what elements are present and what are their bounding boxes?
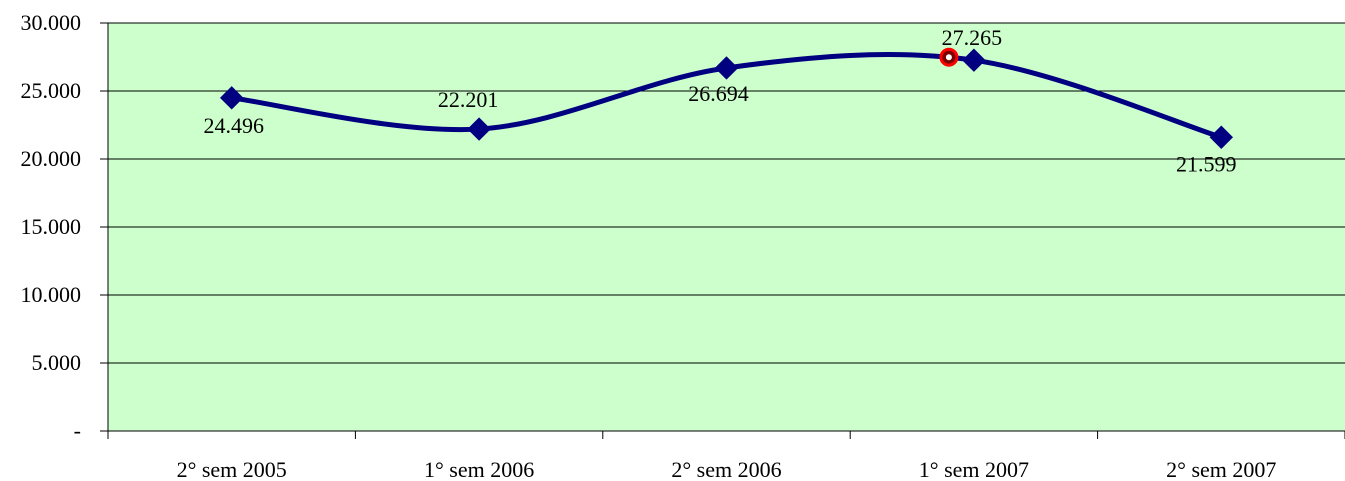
- y-tick-label-0: -: [74, 418, 81, 443]
- axes: [100, 22, 1345, 439]
- data-labels: 24.496 22.201 26.694 27.265 21.599: [203, 25, 1236, 176]
- x-tick-label-0: 2° sem 2005: [177, 457, 287, 481]
- highlight-center: [945, 54, 952, 61]
- x-tick-label-3: 1° sem 2007: [919, 457, 1029, 481]
- data-point-0: [219, 86, 244, 110]
- data-label-2: 26.694: [688, 81, 749, 106]
- y-tick-label-3: 15.000: [21, 214, 82, 239]
- data-markers: [219, 48, 1234, 149]
- y-tick-label-5: 25.000: [21, 78, 82, 103]
- data-point-2: [714, 56, 739, 80]
- y-tick-label-2: 10.000: [21, 282, 82, 307]
- data-label-0: 24.496: [203, 113, 264, 138]
- data-point-4: [1209, 125, 1234, 149]
- data-point-3: [962, 48, 986, 72]
- y-tick-label-6: 30.000: [21, 10, 82, 35]
- data-point-1: [467, 117, 491, 141]
- x-tick-label-1: 1° sem 2006: [424, 457, 534, 481]
- data-label-3: 27.265: [942, 25, 1003, 50]
- x-tick-label-2: 2° sem 2006: [671, 457, 781, 481]
- x-tick-labels: 2° sem 2005 1° sem 2006 2° sem 2006 1° sem …: [177, 457, 1277, 481]
- gridlines: [108, 22, 1345, 364]
- y-tick-label-4: 20.000: [21, 146, 82, 171]
- y-tick-labels: - 5.000 10.000 15.000 20.000 25.000 30.000: [21, 10, 82, 443]
- y-tick-label-1: 5.000: [32, 350, 82, 375]
- highlight-marker: [939, 47, 959, 67]
- data-label-4: 21.599: [1176, 151, 1237, 176]
- data-label-1: 22.201: [438, 87, 499, 112]
- x-tick-label-4: 2° sem 2007: [1166, 457, 1276, 481]
